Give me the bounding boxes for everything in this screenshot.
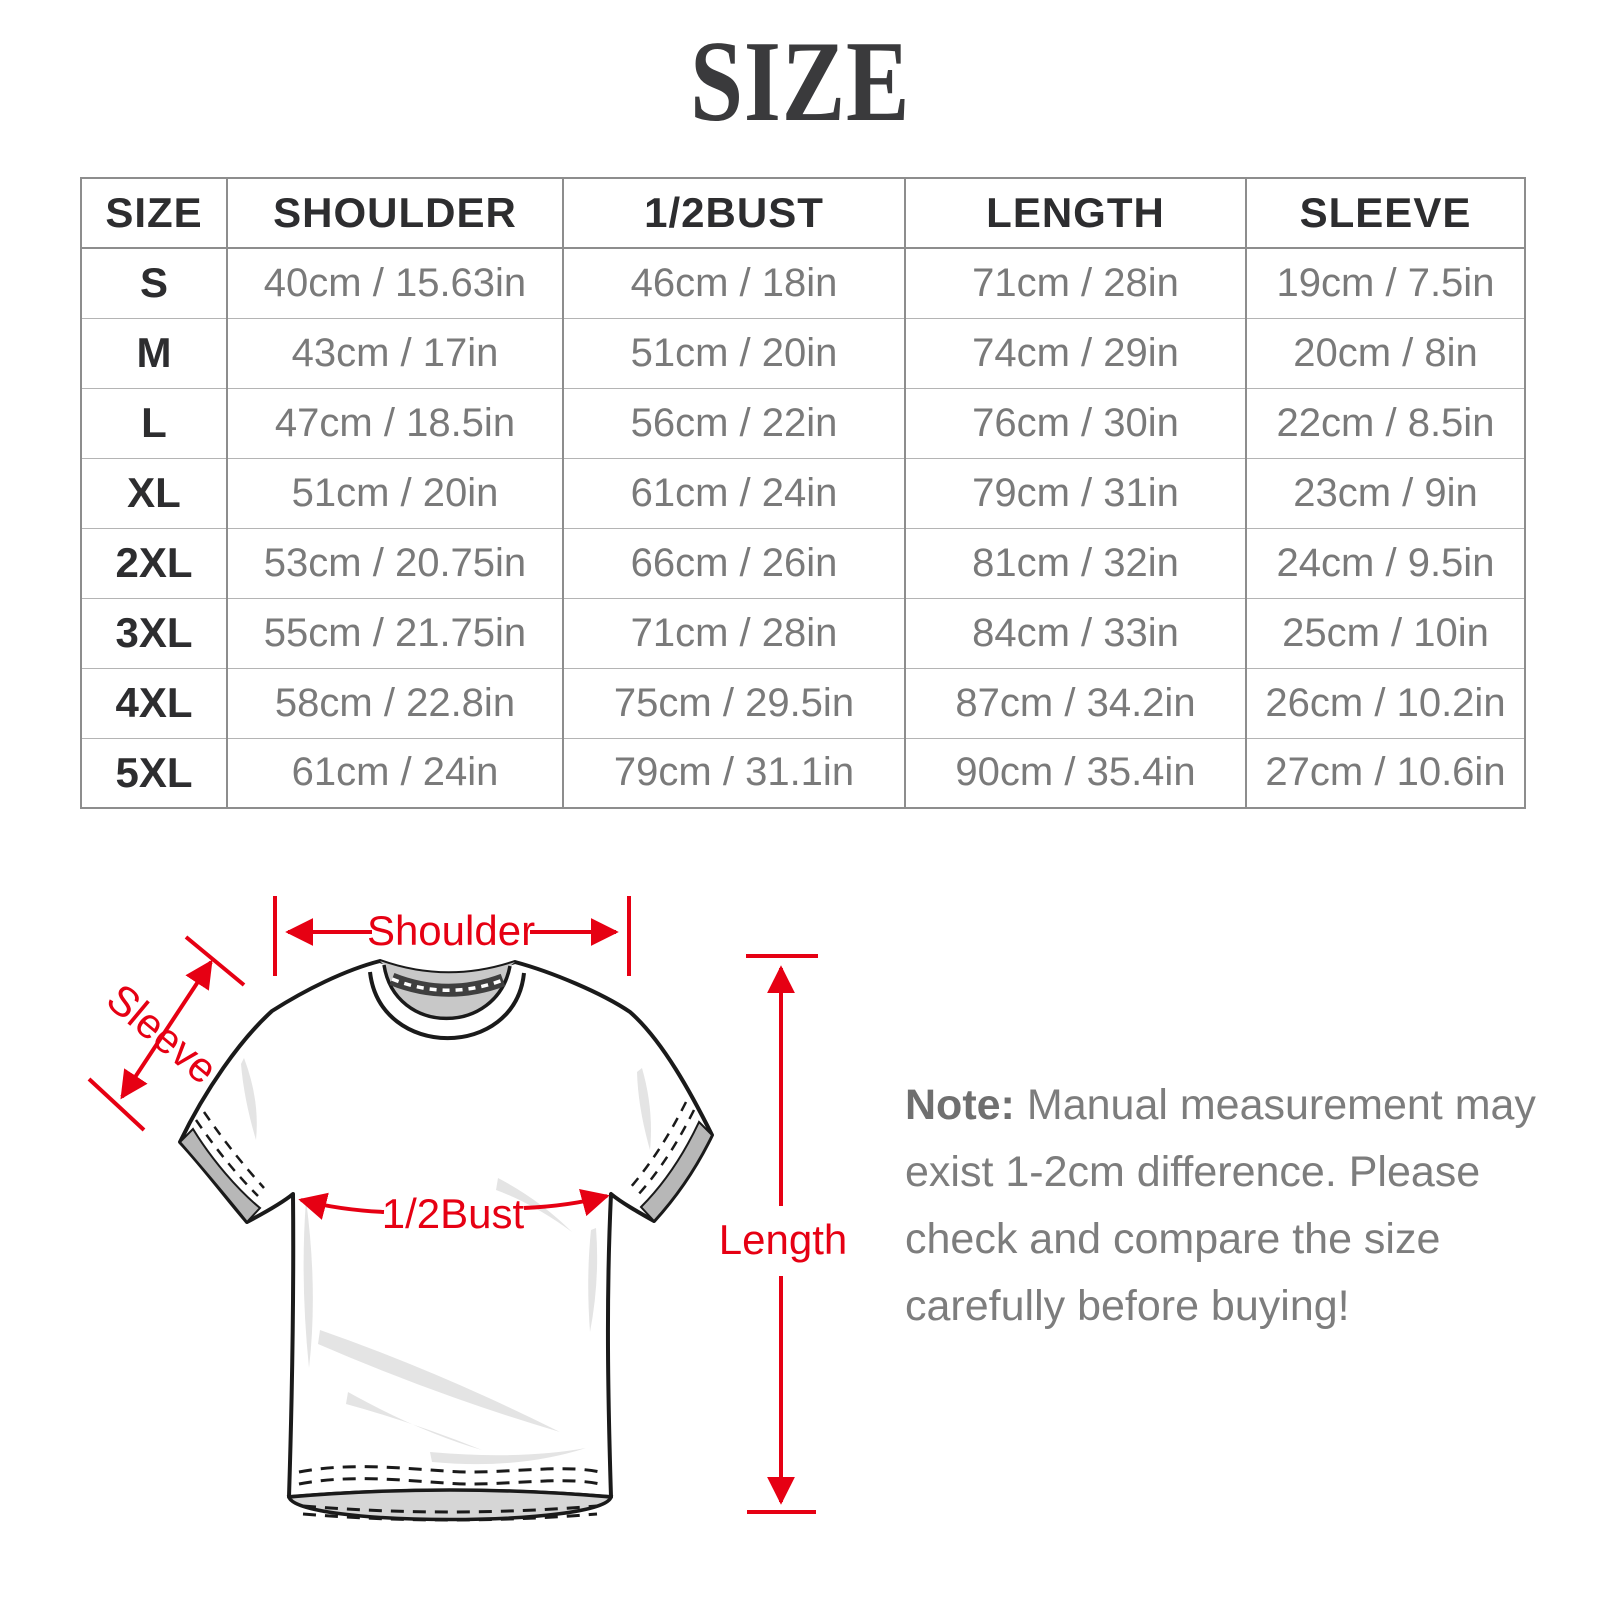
shoulder-cell: 43cm / 17in [226,317,563,388]
table-row: S 40cm / 15.63in 46cm / 18in 71cm / 28in… [80,247,1525,318]
bust-cell: 71cm / 28in [562,597,905,668]
column-header-sleeve: SLEEVE [1245,178,1525,249]
note-text: Note: Manual measurement may exist 1-2cm … [905,1072,1555,1340]
shoulder-cell: 58cm / 22.8in [226,667,563,738]
length-cell: 79cm / 31in [904,457,1246,528]
page-title-wrap: SIZE [0,24,1600,140]
table-header-row: SIZE SHOULDER 1/2BUST LENGTH SLEEVE [80,178,1525,249]
column-header-shoulder: SHOULDER [226,178,563,249]
note-line: check and compare the size [905,1215,1441,1263]
size-label-cell: M [80,317,227,388]
length-cell: 81cm / 32in [904,527,1246,598]
bust-cell: 79cm / 31.1in [562,737,905,808]
shoulder-cell: 51cm / 20in [226,457,563,528]
table-row: 3XL 55cm / 21.75in 71cm / 28in 84cm / 33… [80,597,1525,668]
sleeve-cell: 19cm / 7.5in [1245,247,1525,318]
size-label-cell: XL [80,457,227,528]
table-row: M 43cm / 17in 51cm / 20in 74cm / 29in 20… [80,317,1525,388]
note-line: Note: Manual measurement may [905,1081,1536,1129]
page-title: SIZE [689,18,911,146]
sleeve-cell: 22cm / 8.5in [1245,387,1525,458]
half-bust-label: 1/2Bust [381,1190,525,1237]
tshirt-body [178,959,714,1499]
sleeve-cell: 23cm / 9in [1245,457,1525,528]
bottom-hem [286,1465,614,1522]
bust-cell: 46cm / 18in [562,247,905,318]
shoulder-label: Shoulder [366,907,536,954]
sleeve-cell: 27cm / 10.6in [1245,737,1525,808]
bust-cell: 66cm / 26in [562,527,905,598]
wrinkle-shading [241,1058,651,1465]
shoulder-measure-arrow [273,896,631,976]
sleeve-cell: 26cm / 10.2in [1245,667,1525,738]
size-label-cell: 3XL [80,597,227,668]
length-cell: 76cm / 30in [904,387,1246,458]
table-row: L 47cm / 18.5in 56cm / 22in 76cm / 30in … [80,387,1525,458]
shoulder-cell: 55cm / 21.75in [226,597,563,668]
size-diagram [87,896,818,1522]
note-prefix: Note: [905,1081,1015,1129]
sleeve-cell: 25cm / 10in [1245,597,1525,668]
column-header-length: LENGTH [904,178,1246,249]
sleeve-measure-arrow [87,935,246,1132]
size-label-cell: 2XL [80,527,227,598]
column-header-size: SIZE [80,178,227,249]
collar [368,961,526,1041]
sleeve-cell: 20cm / 8in [1245,317,1525,388]
length-measure-arrow [746,954,818,1514]
size-label-cell: 5XL [80,737,227,808]
sleeve-cell: 24cm / 9.5in [1245,527,1525,598]
size-label-cell: S [80,247,227,318]
left-cuff [178,1111,265,1224]
right-cuff [629,1101,714,1223]
size-table: SIZE SHOULDER 1/2BUST LENGTH SLEEVE S 40… [80,177,1526,809]
bust-cell: 75cm / 29.5in [562,667,905,738]
bust-cell: 61cm / 24in [562,457,905,528]
shoulder-cell: 40cm / 15.63in [226,247,563,318]
length-label: Length [718,1216,848,1263]
table-row: XL 51cm / 20in 61cm / 24in 79cm / 31in 2… [80,457,1525,528]
length-cell: 74cm / 29in [904,317,1246,388]
column-header-bust: 1/2BUST [562,178,905,249]
bust-measure-arrow [298,1189,610,1220]
length-cell: 90cm / 35.4in [904,737,1246,808]
length-cell: 84cm / 33in [904,597,1246,668]
bust-cell: 51cm / 20in [562,317,905,388]
bust-cell: 56cm / 22in [562,387,905,458]
tshirt-illustration [178,959,714,1522]
size-label-cell: 4XL [80,667,227,738]
table-row: 4XL 58cm / 22.8in 75cm / 29.5in 87cm / 3… [80,667,1525,738]
table-row: 2XL 53cm / 20.75in 66cm / 26in 81cm / 32… [80,527,1525,598]
shoulder-cell: 61cm / 24in [226,737,563,808]
table-row: 5XL 61cm / 24in 79cm / 31.1in 90cm / 35.… [80,737,1525,808]
length-cell: 87cm / 34.2in [904,667,1246,738]
shoulder-cell: 47cm / 18.5in [226,387,563,458]
length-cell: 71cm / 28in [904,247,1246,318]
shoulder-cell: 53cm / 20.75in [226,527,563,598]
note-line: carefully before buying! [905,1282,1350,1330]
note-line: exist 1-2cm difference. Please [905,1148,1481,1196]
size-label-cell: L [80,387,227,458]
